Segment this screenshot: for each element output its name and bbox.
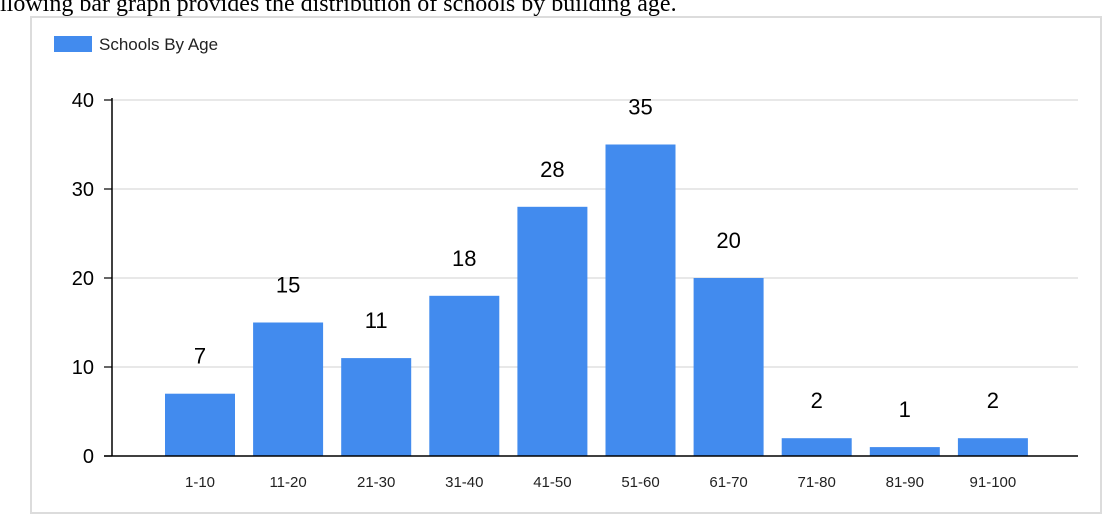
x-tick-label: 51-60 (621, 474, 659, 491)
bar (517, 206, 588, 456)
x-tick-label: 1-10 (185, 474, 215, 491)
x-tick-label: 31-40 (445, 474, 483, 491)
data-label: 28 (540, 157, 564, 182)
x-tick-label: 11-20 (269, 474, 306, 491)
data-labels: 7 15 11 18 28 35 20 2 1 2 (194, 95, 999, 423)
y-tick-label: 20 (72, 268, 94, 290)
data-label: 15 (276, 273, 300, 298)
caption-text: llowing bar graph provides the distribut… (0, 0, 677, 17)
legend-label: Schools By Age (99, 35, 218, 54)
legend-swatch (54, 36, 92, 52)
bars (165, 144, 1028, 456)
bar (869, 447, 940, 456)
data-label: 20 (716, 228, 740, 253)
bar (429, 295, 500, 456)
x-tick-label: 41-50 (533, 474, 571, 491)
axes (104, 98, 1078, 457)
bar (253, 322, 324, 456)
bar (693, 278, 764, 456)
data-label: 11 (365, 308, 388, 333)
data-label: 2 (987, 388, 999, 413)
x-tick-label: 81-90 (886, 474, 924, 491)
y-tick-label: 30 (72, 179, 94, 201)
data-label: 18 (452, 246, 476, 271)
y-tick-label: 40 (72, 90, 94, 112)
bar (605, 144, 676, 456)
x-tick-label: 21-30 (357, 474, 395, 491)
bar (341, 358, 412, 456)
x-tick-label: 71-80 (798, 474, 836, 491)
bar (957, 438, 1028, 456)
y-tick-label: 0 (83, 446, 94, 468)
y-axis-ticks: 0 10 20 30 40 (72, 90, 94, 468)
x-axis-ticks: 1-10 11-20 21-30 31-40 41-50 51-60 61-70 71-80 8… (185, 474, 1016, 491)
data-label: 35 (628, 95, 652, 120)
x-tick-label: 91-100 (970, 474, 1017, 491)
y-tick-label: 10 (72, 357, 94, 379)
bar (781, 438, 852, 456)
data-label: 1 (899, 397, 911, 422)
bar (165, 393, 235, 456)
legend: Schools By Age (54, 35, 218, 54)
data-label: 7 (194, 344, 206, 369)
data-label: 2 (811, 388, 823, 413)
x-tick-label: 61-70 (709, 474, 747, 491)
